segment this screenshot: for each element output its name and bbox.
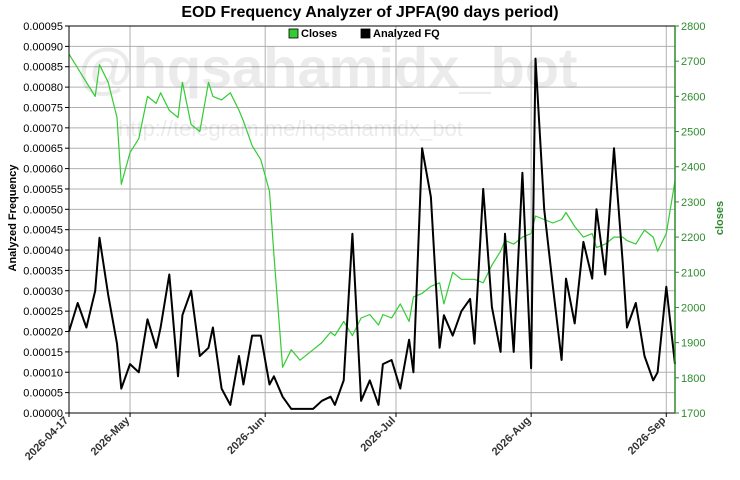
series-group <box>68 53 676 410</box>
y-tick-label-right: 1900 <box>681 338 705 350</box>
y-axis-label-right: closes <box>714 201 726 235</box>
y-tick-label-left: 0.00010 <box>23 367 63 379</box>
y-tick-label-right: 1800 <box>681 373 705 385</box>
y-tick-label-left: 0.00005 <box>23 388 63 400</box>
y-tick-label-right: 2200 <box>681 232 705 244</box>
y-tick-label-right: 2300 <box>681 197 705 209</box>
y-tick-label-right: 1700 <box>681 408 705 420</box>
x-tick-label: 2026-Jul <box>358 415 398 455</box>
y-tick-label-right: 2000 <box>681 302 705 314</box>
y-tick-label-left: 0.00090 <box>23 41 63 53</box>
y-tick-label-left: 0.00055 <box>23 184 63 196</box>
y-tick-label-left: 0.00015 <box>23 347 63 359</box>
y-tick-label-left: 0.00025 <box>23 306 63 318</box>
y-tick-label-right: 2700 <box>681 56 705 68</box>
y-tick-label-right: 2500 <box>681 127 705 139</box>
y-tick-label-left: 0.00040 <box>23 245 63 257</box>
y-tick-label-left: 0.00050 <box>23 204 63 216</box>
watermark-handle: @hqsahamidx_bot <box>78 36 578 99</box>
legend: Closes Analyzed FQ <box>288 28 440 40</box>
y-tick-label-left: 0.00060 <box>23 164 63 176</box>
y-tick-label-left: 0.00045 <box>23 225 63 237</box>
x-tick-label: 2026-May <box>89 414 133 458</box>
y-axis-label-left: Analyzed Frequency <box>7 164 19 272</box>
grid <box>68 25 675 414</box>
legend-label-fq: Analyzed FQ <box>373 28 440 40</box>
analyzed-fq-line <box>68 57 676 410</box>
watermark: @hqsahamidx_bot http://telegram.me/hqsah… <box>78 36 578 141</box>
legend-swatch-closes[interactable] <box>288 28 299 39</box>
y-tick-label-left: 0.00095 <box>23 21 63 33</box>
y-tick-label-right: 2400 <box>681 162 705 174</box>
y-tick-label-left: 0.00075 <box>23 102 63 114</box>
watermark-url: http://telegram.me/hqsahamidx_bot <box>118 116 463 141</box>
y-tick-label-left: 0.00000 <box>23 408 63 420</box>
legend-label-closes: Closes <box>301 28 337 40</box>
chart-title: EOD Frequency Analyzer of JPFA(90 days p… <box>181 4 558 21</box>
y-tick-label-left: 0.00070 <box>23 123 63 135</box>
y-tick-label-left: 0.00030 <box>23 286 63 298</box>
y-tick-label-right: 2100 <box>681 267 705 279</box>
y-tick-label-left: 0.00080 <box>23 82 63 94</box>
y-tick-label-right: 2600 <box>681 91 705 103</box>
y-tick-label-left: 0.00085 <box>23 62 63 74</box>
closes-line <box>68 53 676 368</box>
legend-swatch-fq[interactable] <box>360 28 371 39</box>
x-tick-label: 2026-04-17 <box>23 415 71 463</box>
x-tick-label: 2026-Sep <box>626 414 669 457</box>
y-tick-label-left: 0.00035 <box>23 265 63 277</box>
y-tick-label-right: 2800 <box>681 21 705 33</box>
y-tick-label-left: 0.00020 <box>23 327 63 339</box>
y-tick-label-left: 0.00065 <box>23 143 63 155</box>
x-tick-label: 2026-Aug <box>490 415 534 459</box>
x-tick-label: 2026-Jun <box>225 414 267 456</box>
